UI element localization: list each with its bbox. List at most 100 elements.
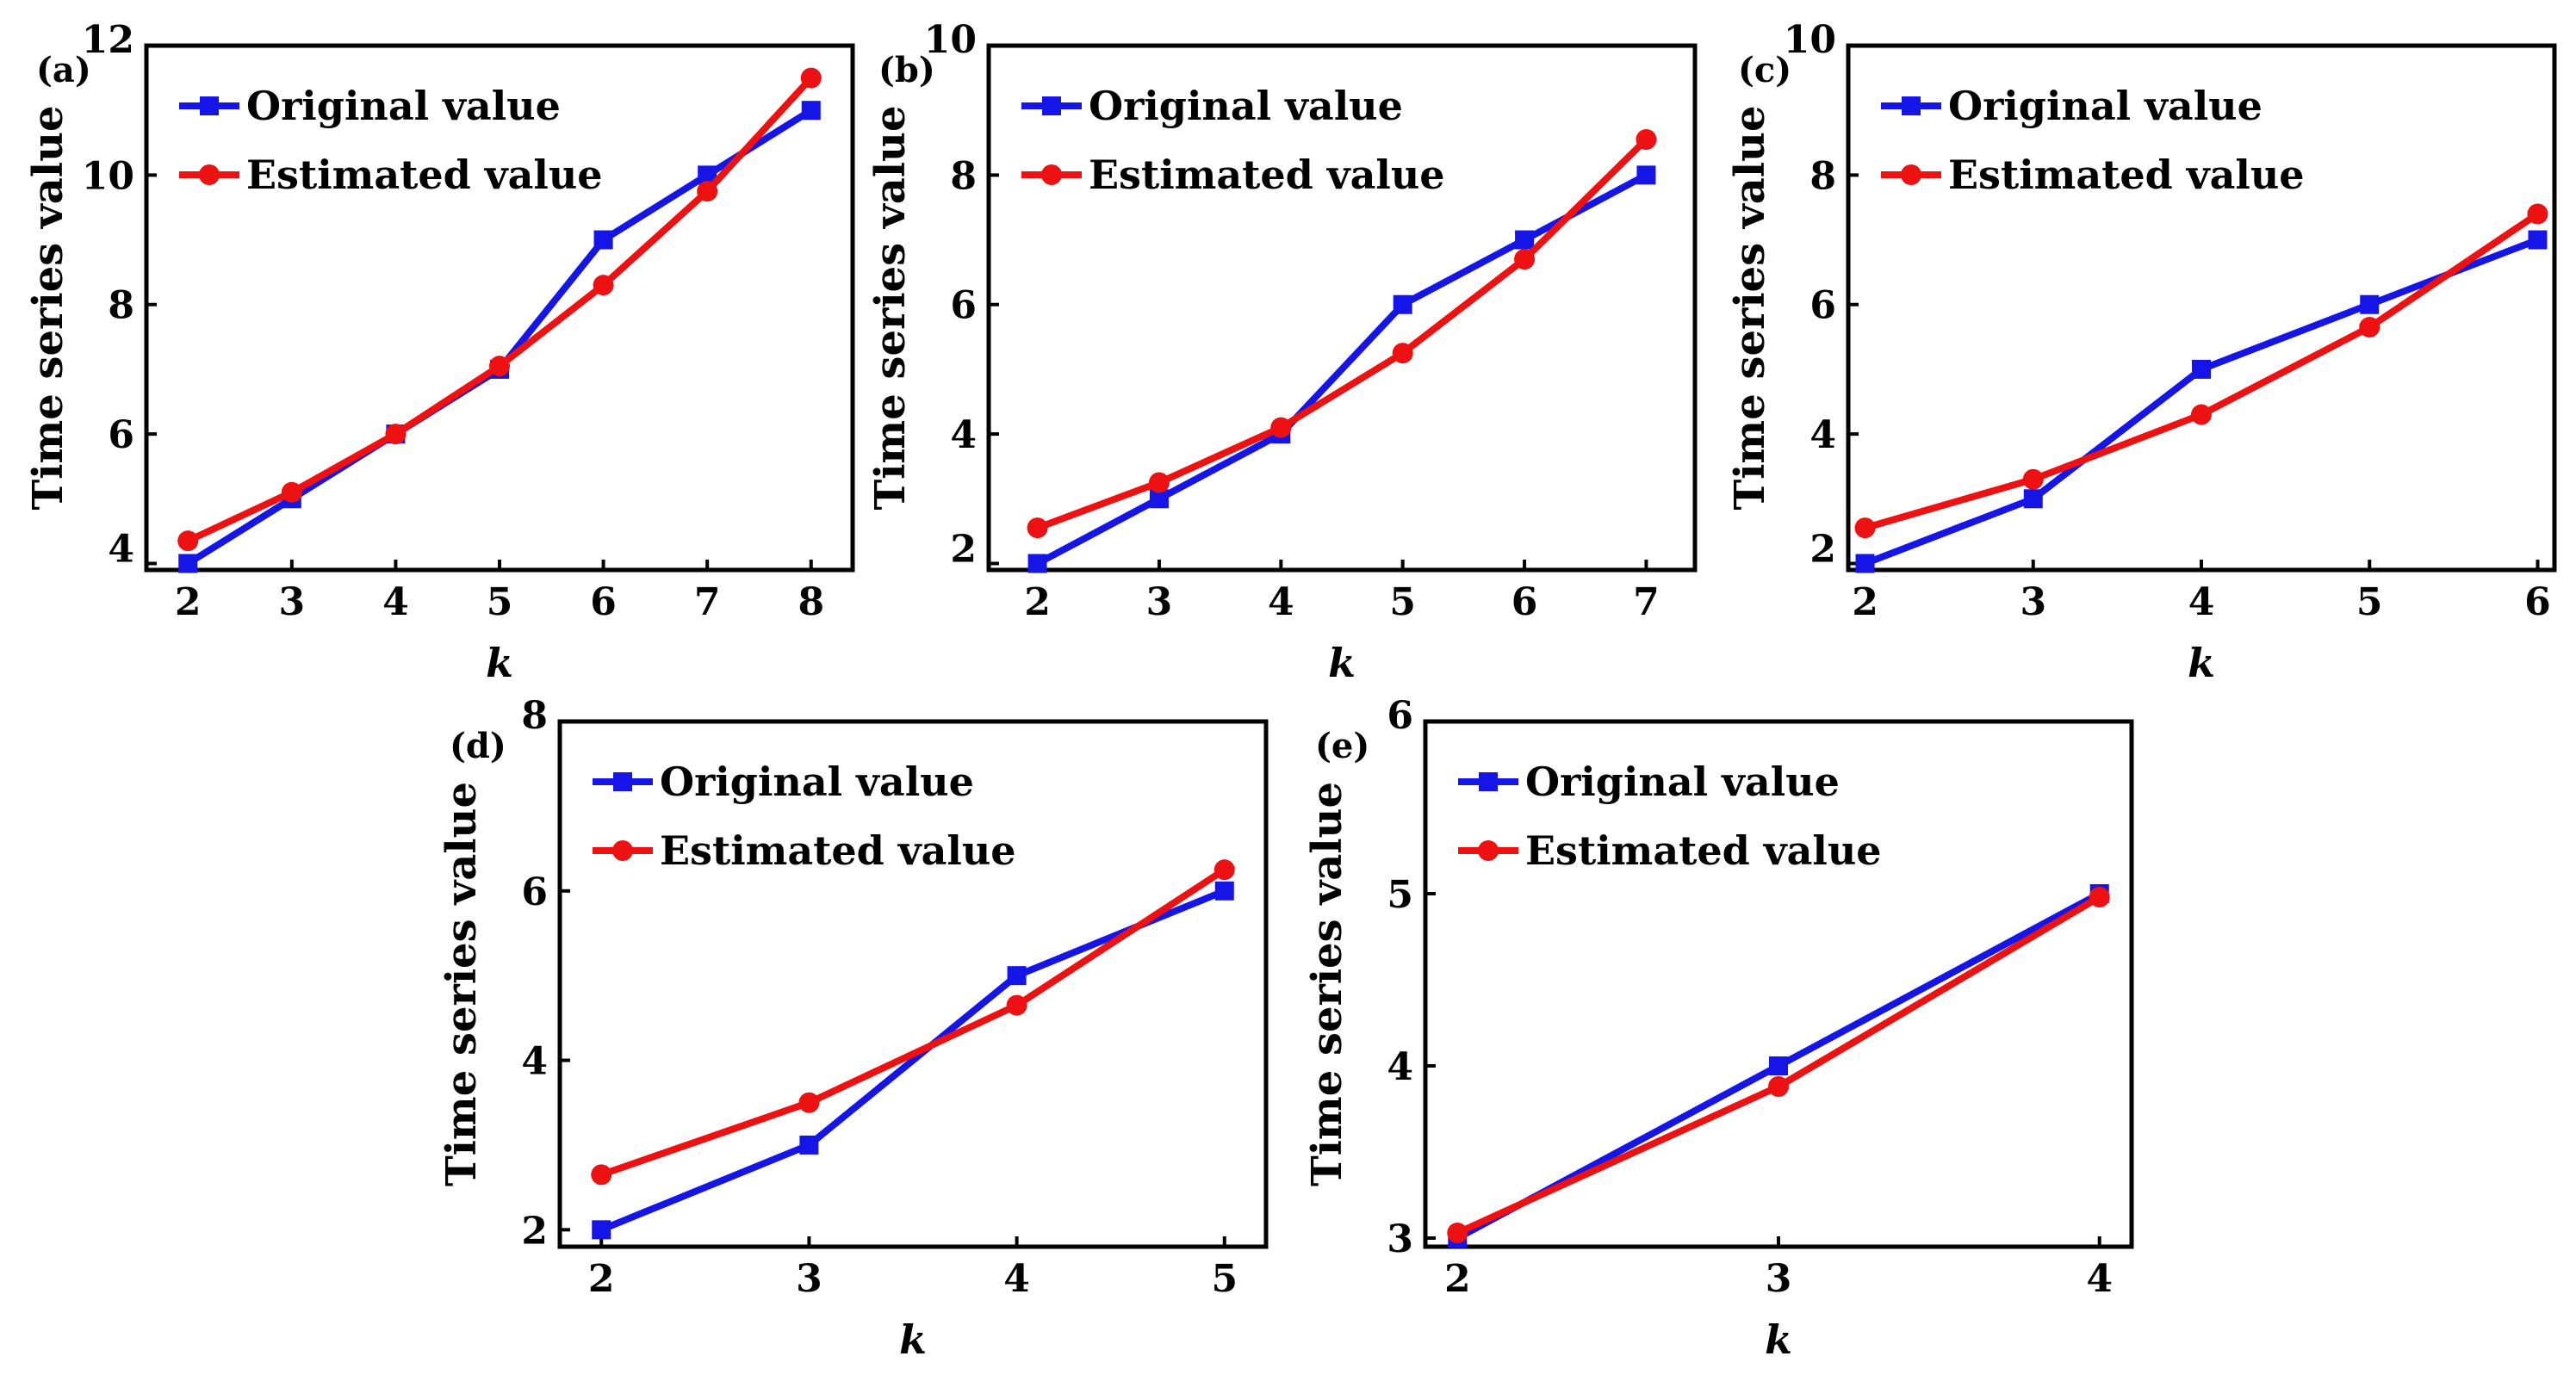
- x-tick-label: 2: [1024, 580, 1051, 624]
- legend-marker-circle: [1478, 840, 1499, 861]
- data-point-square: [1149, 489, 1169, 509]
- data-point-square: [799, 1135, 819, 1155]
- x-tick-label: 2: [588, 1257, 615, 1301]
- data-point-circle: [1148, 472, 1170, 493]
- legend-label: Estimated value: [1948, 152, 2305, 198]
- x-tick-label: 4: [1268, 580, 1294, 624]
- data-point-square: [1515, 230, 1535, 250]
- y-tick-label: 4: [521, 1040, 548, 1084]
- panel-label: (a): [36, 50, 91, 90]
- x-axis-title: k: [486, 640, 513, 686]
- legend-marker-square: [1902, 96, 1921, 115]
- data-point-square: [1214, 881, 1234, 901]
- legend: Original value Estimated value: [1458, 759, 1882, 874]
- data-point-circle: [1854, 517, 1876, 539]
- data-point-circle: [800, 67, 822, 89]
- x-tick-label: 7: [1633, 580, 1660, 624]
- data-point-circle: [1447, 1223, 1468, 1243]
- legend-label: Original value: [246, 83, 561, 129]
- legend-marker-circle: [612, 840, 633, 861]
- data-point-circle: [1636, 129, 1657, 151]
- legend: Original value Estimated value: [179, 83, 603, 198]
- data-point-circle: [2022, 468, 2044, 490]
- data-point-square: [1027, 554, 1047, 573]
- data-point-square: [1769, 1056, 1788, 1075]
- data-point-circle: [489, 356, 510, 377]
- data-point-square: [2192, 359, 2211, 379]
- series-estimated: [591, 859, 1235, 1186]
- y-axis-title: Time series value: [438, 782, 486, 1186]
- series-line: [184, 74, 815, 545]
- legend-label: Estimated value: [1089, 152, 1445, 198]
- x-axis-title: k: [899, 1316, 927, 1363]
- x-tick-label: 5: [487, 580, 513, 624]
- x-tick-label: 2: [1852, 580, 1878, 624]
- x-tick-label: 5: [2356, 580, 2383, 624]
- y-tick-label: 10: [924, 18, 977, 62]
- legend-label: Original value: [1525, 759, 1840, 805]
- x-tick-label: 3: [279, 580, 306, 624]
- y-tick-label: 2: [1809, 527, 1836, 571]
- series-line: [1034, 171, 1650, 567]
- x-tick-label: 4: [382, 580, 409, 624]
- legend: Original value Estimated value: [1881, 83, 2305, 198]
- legend-label: Original value: [1089, 83, 1403, 129]
- y-axis-title: Time series value: [866, 105, 915, 510]
- data-point-circle: [2191, 404, 2212, 425]
- data-point-circle: [385, 424, 407, 445]
- chart-panel-c: (c) 2 4 6 8 10 2 3 4 5 6 k Time series value Original…: [1726, 18, 2557, 686]
- plot-frame: [986, 43, 1698, 573]
- panel-label: (c): [1738, 50, 1791, 90]
- x-tick-label: 4: [1003, 1257, 1030, 1301]
- data-point-square: [1855, 554, 1875, 573]
- x-tick-label: 3: [1766, 1257, 1792, 1301]
- legend-marker-circle: [1041, 164, 1062, 185]
- y-axis-title: Time series value: [24, 105, 72, 510]
- x-tick-label: 3: [796, 1257, 822, 1301]
- data-point-circle: [591, 1164, 612, 1186]
- data-point-circle: [1027, 517, 1048, 539]
- legend-label: Estimated value: [246, 152, 603, 198]
- data-point-circle: [697, 181, 718, 202]
- data-point-square: [2528, 230, 2548, 250]
- plot-frame: [557, 719, 1269, 1249]
- data-point-circle: [593, 275, 614, 296]
- y-tick-label: 8: [950, 154, 977, 198]
- y-tick-label: 12: [82, 18, 134, 62]
- series-line: [1861, 236, 2542, 567]
- x-tick-label: 3: [2020, 580, 2046, 624]
- y-tick-label: 10: [1784, 18, 1836, 62]
- legend-label: Original value: [1948, 83, 2263, 129]
- x-tick-label: 4: [2188, 580, 2215, 624]
- y-tick-label: 2: [950, 527, 977, 571]
- x-tick-label: 6: [590, 580, 617, 624]
- data-point-square: [178, 554, 198, 573]
- data-point-circle: [1214, 859, 1235, 881]
- x-tick-label: 5: [1211, 1257, 1238, 1301]
- y-tick-label: 8: [1809, 154, 1836, 198]
- data-point-square: [2023, 489, 2043, 509]
- series-line: [1034, 136, 1650, 532]
- y-tick-label: 4: [1387, 1045, 1413, 1089]
- y-tick-label: 6: [1809, 284, 1836, 328]
- y-tick-label: 4: [108, 527, 134, 571]
- data-point-circle: [1006, 994, 1027, 1016]
- y-tick-label: 6: [521, 870, 548, 914]
- legend-marker-circle: [199, 164, 220, 185]
- legend-marker-square: [613, 772, 632, 791]
- data-point-circle: [1270, 417, 1292, 438]
- data-point-circle: [2359, 317, 2380, 338]
- data-point-square: [593, 230, 613, 250]
- data-point-circle: [1514, 249, 1536, 270]
- x-tick-label: 4: [2086, 1257, 2113, 1301]
- panel-label: (e): [1315, 726, 1369, 766]
- chart-panel-b: (b) 2 4 6 8 10 2 3 4 5 6 7 k Time series value Origina…: [866, 18, 1698, 686]
- legend: Original value Estimated value: [1021, 83, 1445, 198]
- y-tick-label: 6: [108, 413, 134, 457]
- y-tick-label: 2: [521, 1209, 548, 1253]
- x-axis-title: k: [1328, 640, 1356, 686]
- series-line: [598, 887, 1228, 1234]
- legend: Original value Estimated value: [593, 759, 1016, 874]
